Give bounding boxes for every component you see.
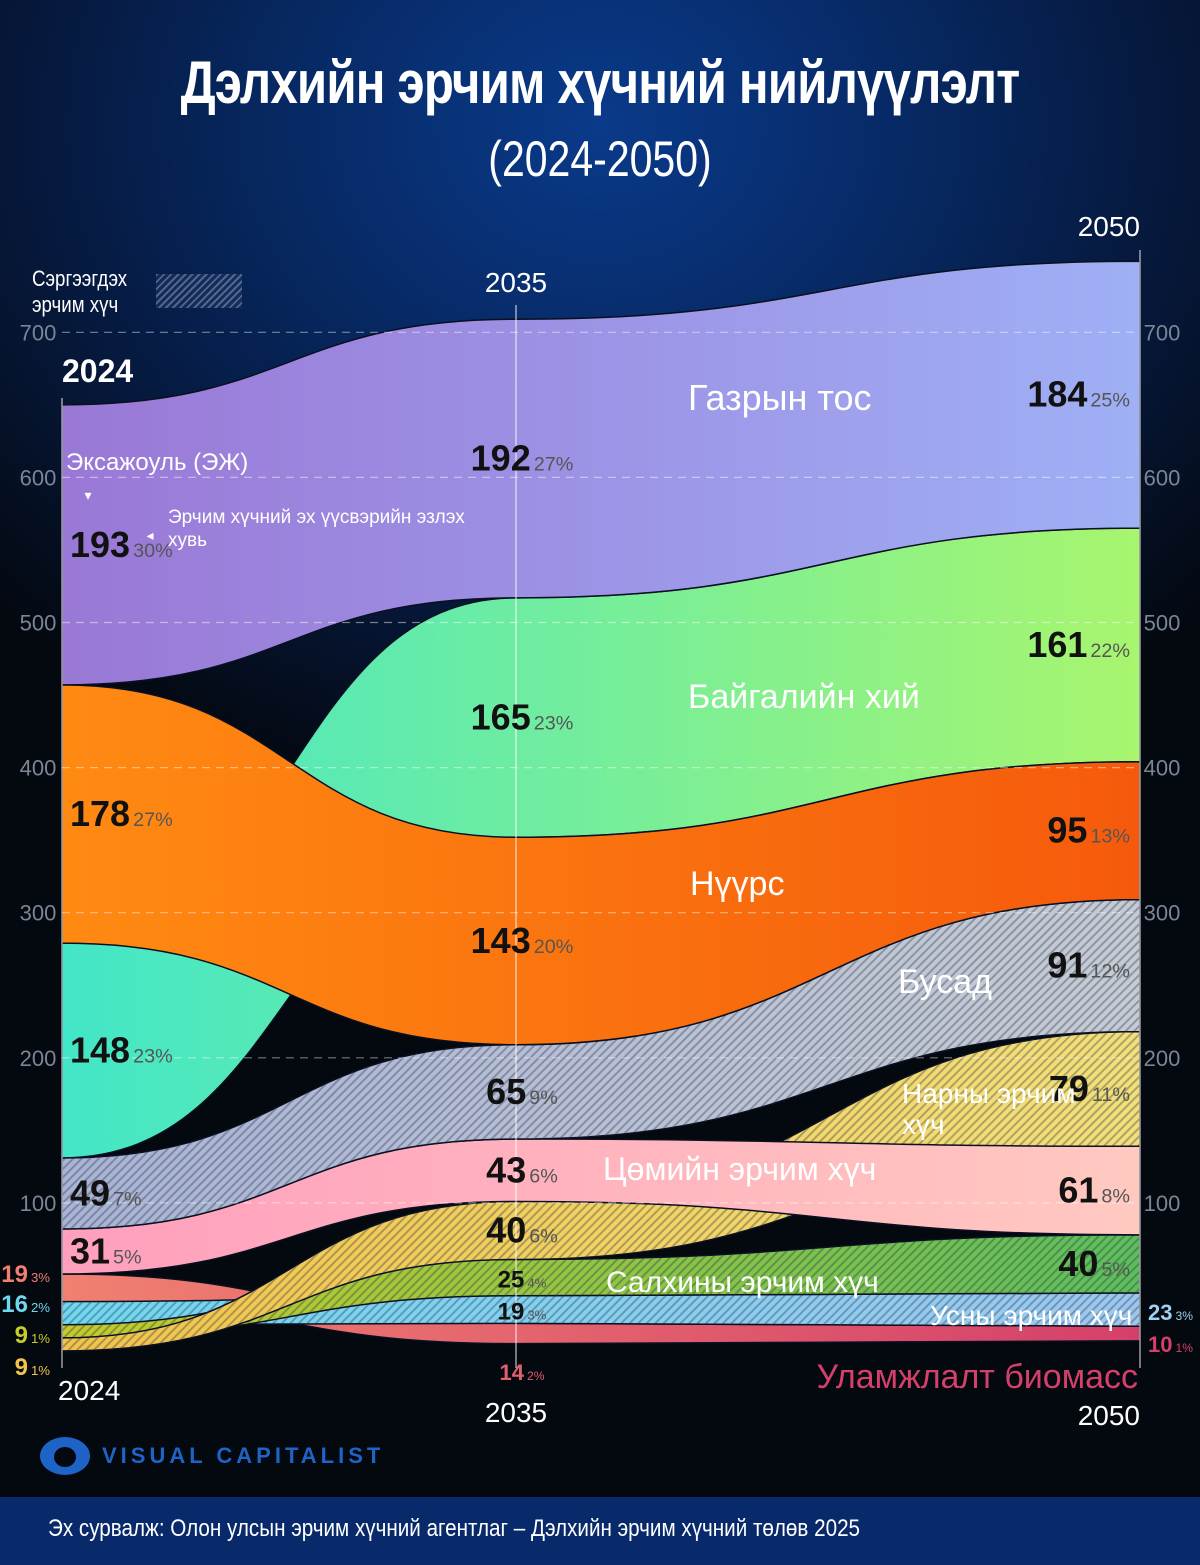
x-tick-label: 2050 bbox=[1078, 1400, 1140, 1431]
data-label: 19 3% bbox=[498, 1299, 547, 1326]
visual-capitalist-icon bbox=[40, 1437, 90, 1475]
x-tick-label: 2035 bbox=[485, 1397, 547, 1428]
data-label: 61 8% bbox=[1058, 1170, 1130, 1211]
y-tick-label: 500 bbox=[1144, 611, 1181, 636]
y-tick-label: 500 bbox=[20, 611, 57, 636]
data-label: 19 3% bbox=[1, 1261, 50, 1288]
data-label: 178 27% bbox=[70, 793, 173, 834]
source-note: Эх сурвалж: Олон улсын эрчим хүчний аген… bbox=[48, 1515, 861, 1542]
legend-line-1: Сэргээгдэх bbox=[32, 266, 128, 291]
page-subtitle: (2024-2050) bbox=[488, 131, 712, 187]
series-name-label: Бусад bbox=[898, 963, 992, 1001]
series-name-label: Нүүрс bbox=[690, 865, 784, 903]
data-label: 9 1% bbox=[15, 1354, 51, 1381]
x-tick-label: 2035 bbox=[485, 267, 547, 298]
data-label: 40 5% bbox=[1058, 1243, 1130, 1284]
y-tick-label: 600 bbox=[1144, 465, 1181, 490]
band-hatch-4 bbox=[62, 1031, 1140, 1351]
y-tick-label: 400 bbox=[1144, 756, 1181, 781]
data-label: 25 4% bbox=[498, 1267, 547, 1294]
data-label: 14 2% bbox=[500, 1360, 545, 1385]
arrow-left-icon: ◂ bbox=[146, 527, 153, 543]
data-label: 184 25% bbox=[1027, 374, 1130, 415]
data-label: 148 23% bbox=[70, 1030, 173, 1071]
series-name-label: Газрын тос bbox=[688, 377, 871, 418]
data-label: 65 9% bbox=[486, 1071, 558, 1112]
data-label: 10 1% bbox=[1148, 1332, 1193, 1357]
y-tick-label: 700 bbox=[1144, 320, 1181, 345]
data-label: 23 3% bbox=[1148, 1300, 1193, 1325]
y-tick-label: 600 bbox=[20, 465, 57, 490]
series-name-label: Нарны эрчим bbox=[902, 1078, 1075, 1109]
renewable-legend-label: Сэргээгдэх эрчим хүч bbox=[32, 266, 127, 318]
data-label: 16 2% bbox=[1, 1291, 50, 1318]
legend-line-2: эрчим хүч bbox=[32, 292, 119, 317]
y-tick-label: 700 bbox=[20, 320, 57, 345]
x-tick-label: 2024 bbox=[58, 1375, 120, 1406]
band-hatch-6 bbox=[62, 1234, 1140, 1338]
band-hatch-3 bbox=[62, 899, 1140, 1230]
x-tick-label: 2024 bbox=[62, 353, 133, 389]
unit-label: Эксажоуль (ЭЖ) bbox=[66, 449, 248, 476]
data-label: 9 1% bbox=[15, 1322, 51, 1349]
renewable-hatch-swatch bbox=[156, 274, 242, 308]
data-label: 40 6% bbox=[486, 1209, 558, 1250]
share-label: хувь bbox=[168, 530, 207, 551]
y-tick-label: 400 bbox=[20, 756, 57, 781]
data-label: 192 27% bbox=[471, 438, 574, 479]
x-tick-label: 2050 bbox=[1078, 211, 1140, 242]
data-label: 143 20% bbox=[471, 920, 574, 961]
page-title: Дэлхийн эрчим хүчний нийлүүлэлт bbox=[180, 49, 1021, 116]
data-label: 49 7% bbox=[70, 1172, 142, 1213]
y-tick-label: 100 bbox=[1144, 1191, 1181, 1216]
data-label: 165 23% bbox=[471, 697, 574, 738]
y-tick-label: 300 bbox=[1144, 901, 1181, 926]
data-label: 31 5% bbox=[70, 1231, 142, 1272]
y-tick-label: 200 bbox=[1144, 1046, 1181, 1071]
data-label: 161 22% bbox=[1027, 624, 1130, 665]
series-name-label: хүч bbox=[902, 1109, 945, 1140]
arrow-down-icon: ▾ bbox=[84, 487, 91, 503]
data-label: 43 6% bbox=[486, 1149, 558, 1190]
series-name-label: Усны эрчим хүч bbox=[930, 1300, 1132, 1331]
data-label: 95 13% bbox=[1047, 810, 1130, 851]
stream-chart: 100 100 200 200 300 300 400 400 500 500 600 600 700 7… bbox=[1, 211, 1193, 1431]
series-name-label: Салхины эрчим хүч bbox=[606, 1266, 879, 1299]
brand-name: VISUAL CAPITALIST bbox=[102, 1443, 385, 1468]
y-tick-label: 300 bbox=[20, 901, 57, 926]
data-label: 91 12% bbox=[1047, 945, 1130, 986]
footer-bar: Эх сурвалж: Олон улсын эрчим хүчний аген… bbox=[0, 1497, 1200, 1565]
data-label: 193 30% bbox=[70, 524, 173, 565]
series-name-label: Уламжлалт биомасс bbox=[817, 1358, 1138, 1396]
y-tick-label: 200 bbox=[20, 1046, 57, 1071]
series-name-label: Цөмийн эрчим хүч bbox=[603, 1151, 876, 1187]
share-label: Эрчим хүчний эх үүсвэрийн эзлэх bbox=[168, 507, 465, 528]
y-tick-label: 100 bbox=[20, 1191, 57, 1216]
data-label: 79 11% bbox=[1049, 1068, 1130, 1109]
series-name-label: Байгалийн хий bbox=[688, 678, 920, 716]
brand-logo: VISUAL CAPITALIST bbox=[40, 1437, 384, 1475]
